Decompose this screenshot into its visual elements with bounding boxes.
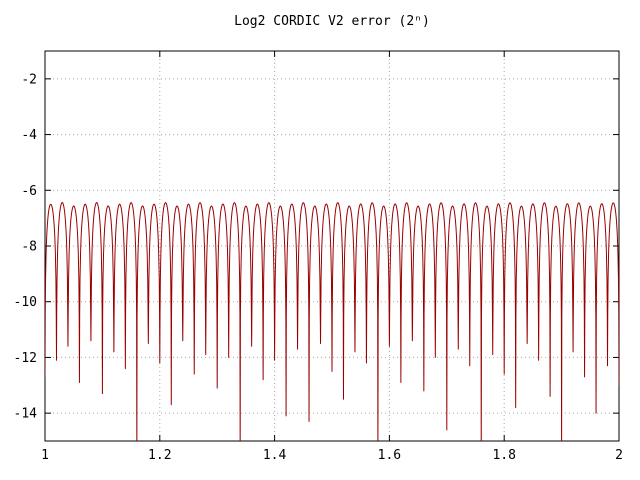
chart-title: Log2 CORDIC V2 error (2ⁿ) [234, 14, 430, 29]
x-tick-label: 1 [41, 448, 49, 463]
y-tick-label: -14 [14, 407, 38, 422]
y-tick-label: -8 [21, 240, 37, 255]
x-tick-label: 1.8 [492, 448, 515, 463]
x-tick-label: 1.6 [378, 448, 401, 463]
y-tick-label: -4 [21, 128, 37, 143]
x-tick-label: 2 [615, 448, 623, 463]
error-curve [45, 202, 619, 441]
y-tick-label: -12 [14, 351, 37, 366]
x-tick-label: 1.4 [263, 448, 287, 463]
plot-border [44, 50, 620, 442]
y-tick-label: -10 [14, 295, 37, 310]
y-tick-label: -6 [21, 184, 37, 199]
y-tick-label: -2 [21, 72, 37, 87]
x-tick-label: 1.2 [148, 448, 171, 463]
